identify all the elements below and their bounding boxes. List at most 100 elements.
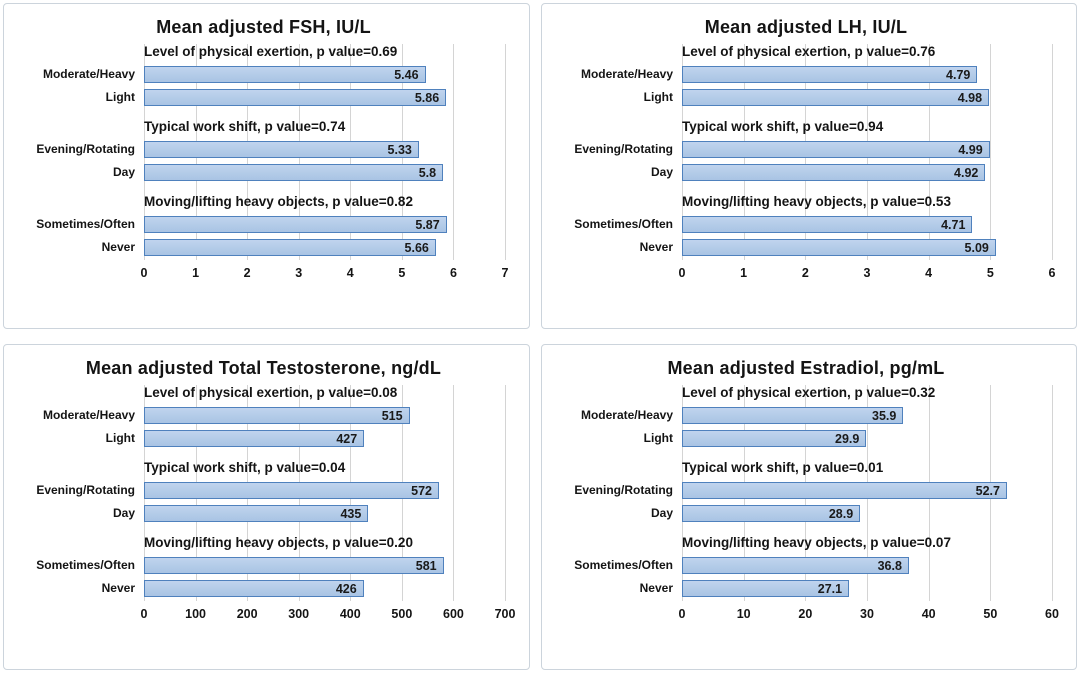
category-label: Light bbox=[105, 90, 135, 104]
bar: 5.33 bbox=[144, 141, 419, 158]
chart-title-testosterone: Mean adjusted Total Testosterone, ng/dL bbox=[85, 358, 442, 378]
bar-value-label: 572 bbox=[411, 483, 432, 498]
chart-plot-testosterone: Level of physical exertion, p value=0.08… bbox=[36, 385, 515, 625]
bar-value-label: 427 bbox=[336, 431, 358, 446]
group-annotation: Typical work shift, p value=0.01 bbox=[682, 460, 884, 475]
bar-value-label: 27.1 bbox=[817, 581, 843, 596]
x-tick-label: 30 bbox=[860, 607, 874, 621]
bar: 27.1 bbox=[682, 580, 850, 597]
group-annotation: Level of physical exertion, p value=0.69 bbox=[144, 44, 398, 59]
bar: 4.98 bbox=[682, 89, 990, 106]
x-tick-label: 10 bbox=[736, 607, 751, 621]
chart-plot-fsh: Level of physical exertion, p value=0.69… bbox=[36, 44, 508, 284]
bar: 35.9 bbox=[682, 407, 904, 424]
category-label: Moderate/Heavy bbox=[42, 67, 135, 81]
chart-panel-fsh: Mean adjusted FSH, IU/L Level of physica… bbox=[3, 3, 530, 329]
bar-row: Sometimes/Often 5.87 bbox=[36, 216, 505, 233]
x-tick-label: 40 bbox=[921, 607, 936, 621]
category-label: Light bbox=[643, 431, 673, 445]
bar-row: Day 435 bbox=[113, 505, 505, 522]
bar-group: Moving/lifting heavy objects, p value=0.… bbox=[574, 194, 1052, 256]
x-tick-label: 50 bbox=[983, 607, 998, 621]
bar-value-label: 4.92 bbox=[954, 165, 979, 180]
bar-group: Typical work shift, p value=0.04 Evening/… bbox=[36, 460, 505, 522]
chart-body: Level of physical exertion, p value=0.69… bbox=[36, 44, 506, 260]
x-tick-label: 700 bbox=[494, 607, 516, 621]
bar-value-label: 435 bbox=[340, 506, 362, 521]
x-tick-label: 20 bbox=[798, 607, 813, 621]
chart-title-estradiol: Mean adjusted Estradiol, pg/mL bbox=[667, 358, 945, 378]
category-label: Never bbox=[101, 581, 135, 595]
gridline bbox=[1052, 385, 1053, 601]
category-label: Evening/Rotating bbox=[574, 142, 673, 156]
x-tick-label: 3 bbox=[863, 266, 871, 280]
bar: 4.92 bbox=[682, 164, 986, 181]
bar-row: Day 4.92 bbox=[651, 164, 1052, 181]
group-annotation: Moving/lifting heavy objects, p value=0.… bbox=[144, 194, 413, 209]
chart-panel-testosterone: Mean adjusted Total Testosterone, ng/dL … bbox=[3, 344, 530, 670]
x-tick-label: 1 bbox=[192, 266, 200, 280]
bar-value-label: 5.87 bbox=[415, 217, 440, 232]
chart-title-fsh: Mean adjusted FSH, IU/L bbox=[156, 17, 371, 37]
bar: 4.79 bbox=[682, 66, 978, 83]
x-tick-label: 7 bbox=[501, 266, 509, 280]
chart-panel-estradiol: Mean adjusted Estradiol, pg/mL Level of … bbox=[541, 344, 1077, 670]
category-label: Moderate/Heavy bbox=[42, 408, 135, 422]
bar-row: Light 5.86 bbox=[106, 89, 505, 106]
bar-row: Sometimes/Often 36.8 bbox=[574, 557, 1052, 574]
category-label: Day bbox=[650, 165, 673, 179]
bar-value-label: 5.33 bbox=[387, 142, 412, 157]
category-label: Never bbox=[639, 240, 673, 254]
x-tick-label: 5 bbox=[986, 266, 994, 280]
bar-group: Level of physical exertion, p value=0.32… bbox=[581, 385, 1052, 447]
bar-value-label: 35.9 bbox=[872, 408, 897, 423]
category-label: Sometimes/Often bbox=[36, 217, 135, 231]
x-axis: 0 10 20 30 40 50 60 bbox=[678, 607, 1059, 625]
bar-group: Typical work shift, p value=0.74 Evening/… bbox=[36, 119, 505, 181]
bar: 5.09 bbox=[682, 239, 996, 256]
group-annotation: Moving/lifting heavy objects, p value=0.… bbox=[682, 194, 951, 209]
bar-group: Moving/lifting heavy objects, p value=0.… bbox=[36, 535, 505, 597]
bar: 5.87 bbox=[144, 216, 447, 233]
group-annotation: Level of physical exertion, p value=0.76 bbox=[682, 44, 936, 59]
bar: 5.66 bbox=[144, 239, 436, 256]
bar-row: Sometimes/Often 4.71 bbox=[574, 216, 1052, 233]
bar-group: Moving/lifting heavy objects, p value=0.… bbox=[36, 194, 505, 256]
bar-group: Level of physical exertion, p value=0.76… bbox=[581, 44, 1052, 106]
group-annotation: Typical work shift, p value=0.74 bbox=[144, 119, 346, 134]
category-label: Evening/Rotating bbox=[36, 483, 135, 497]
x-tick-label: 0 bbox=[678, 607, 686, 621]
bar: 435 bbox=[144, 505, 369, 522]
bar-value-label: 5.8 bbox=[418, 165, 437, 180]
bar: 5.46 bbox=[144, 66, 426, 83]
bar: 5.86 bbox=[144, 89, 447, 106]
category-label: Light bbox=[643, 90, 673, 104]
bar-row: Never 426 bbox=[102, 580, 505, 597]
bar-value-label: 4.99 bbox=[958, 142, 983, 157]
category-label: Day bbox=[112, 506, 135, 520]
bar-row: Light 4.98 bbox=[644, 89, 1052, 106]
category-label: Sometimes/Often bbox=[36, 558, 135, 572]
category-label: Moderate/Heavy bbox=[580, 408, 673, 422]
x-tick-label: 2 bbox=[243, 266, 251, 280]
bar: 4.99 bbox=[682, 141, 990, 158]
x-tick-label: 0 bbox=[678, 266, 686, 280]
category-label: Evening/Rotating bbox=[36, 142, 135, 156]
bar-row: Light 427 bbox=[106, 430, 505, 447]
chart-body: Level of physical exertion, p value=0.08… bbox=[36, 385, 506, 601]
bar-row: Day 5.8 bbox=[113, 164, 505, 181]
bar-group: Typical work shift, p value=0.01 Evening/… bbox=[574, 460, 1052, 522]
bar-value-label: 5.86 bbox=[414, 90, 440, 105]
bar-value-label: 5.46 bbox=[394, 67, 419, 82]
bar-row: Evening/Rotating 4.99 bbox=[574, 141, 1052, 158]
x-tick-label: 400 bbox=[339, 607, 361, 621]
x-tick-label: 500 bbox=[391, 607, 413, 621]
x-tick-label: 0 bbox=[140, 266, 148, 280]
group-annotation: Moving/lifting heavy objects, p value=0.… bbox=[144, 535, 413, 550]
bar: 36.8 bbox=[682, 557, 909, 574]
bar-row: Moderate/Heavy 35.9 bbox=[581, 407, 1052, 424]
chart-title-lh: Mean adjusted LH, IU/L bbox=[704, 17, 908, 37]
bar: 427 bbox=[144, 430, 365, 447]
bar-row: Never 27.1 bbox=[640, 580, 1052, 597]
